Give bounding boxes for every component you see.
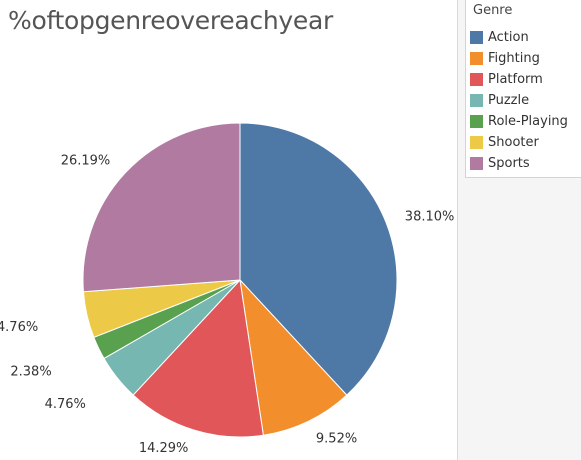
legend-label: Role-Playing [488,114,568,129]
legend-swatch [470,31,483,44]
legend-label: Puzzle [488,93,530,108]
data-label-shooter: 4.76% [0,320,38,335]
legend-swatch [470,136,483,149]
legend: Genre Action Fighting Platform Puzzle Role-P… [465,0,581,178]
legend-swatch [470,94,483,107]
legend-swatch [470,52,483,65]
pie-slice-sports[interactable] [82,122,241,293]
legend-panel: Genre Action Fighting Platform Puzzle Role-P… [457,0,581,460]
legend-swatch [470,73,483,86]
legend-label: Action [488,30,529,45]
legend-label: Sports [488,156,530,171]
pie-chart: 38.10% 9.52% 14.29% 4.76% 2.38% 4.76% 26.19% [0,122,455,456]
data-label-sports: 26.19% [61,154,111,169]
legend-title: Genre [473,3,513,18]
legend-item-fighting[interactable]: Fighting [470,48,540,69]
legend-item-shooter[interactable]: Shooter [470,132,539,153]
legend-item-role-playing[interactable]: Role-Playing [470,111,568,132]
legend-item-action[interactable]: Action [470,27,529,48]
pie-slice-fighting[interactable] [239,278,348,436]
data-label-fighting: 9.52% [316,432,357,447]
legend-label: Fighting [488,51,540,66]
legend-item-platform[interactable]: Platform [470,69,543,90]
legend-swatch [470,115,483,128]
pie-slice-platform[interactable] [132,278,264,438]
data-label-puzzle: 4.76% [45,397,86,412]
chart-title: %oftopgenreovereachyear [8,6,333,35]
data-label-action: 38.10% [405,209,455,224]
legend-item-sports[interactable]: Sports [470,153,530,174]
legend-swatch [470,157,483,170]
data-label-platform: 14.29% [139,441,189,456]
pie-slice-action[interactable] [239,122,398,396]
legend-label: Platform [488,72,543,87]
data-label-role-playing: 2.38% [10,365,51,380]
legend-item-puzzle[interactable]: Puzzle [470,90,529,111]
legend-label: Shooter [488,135,539,150]
